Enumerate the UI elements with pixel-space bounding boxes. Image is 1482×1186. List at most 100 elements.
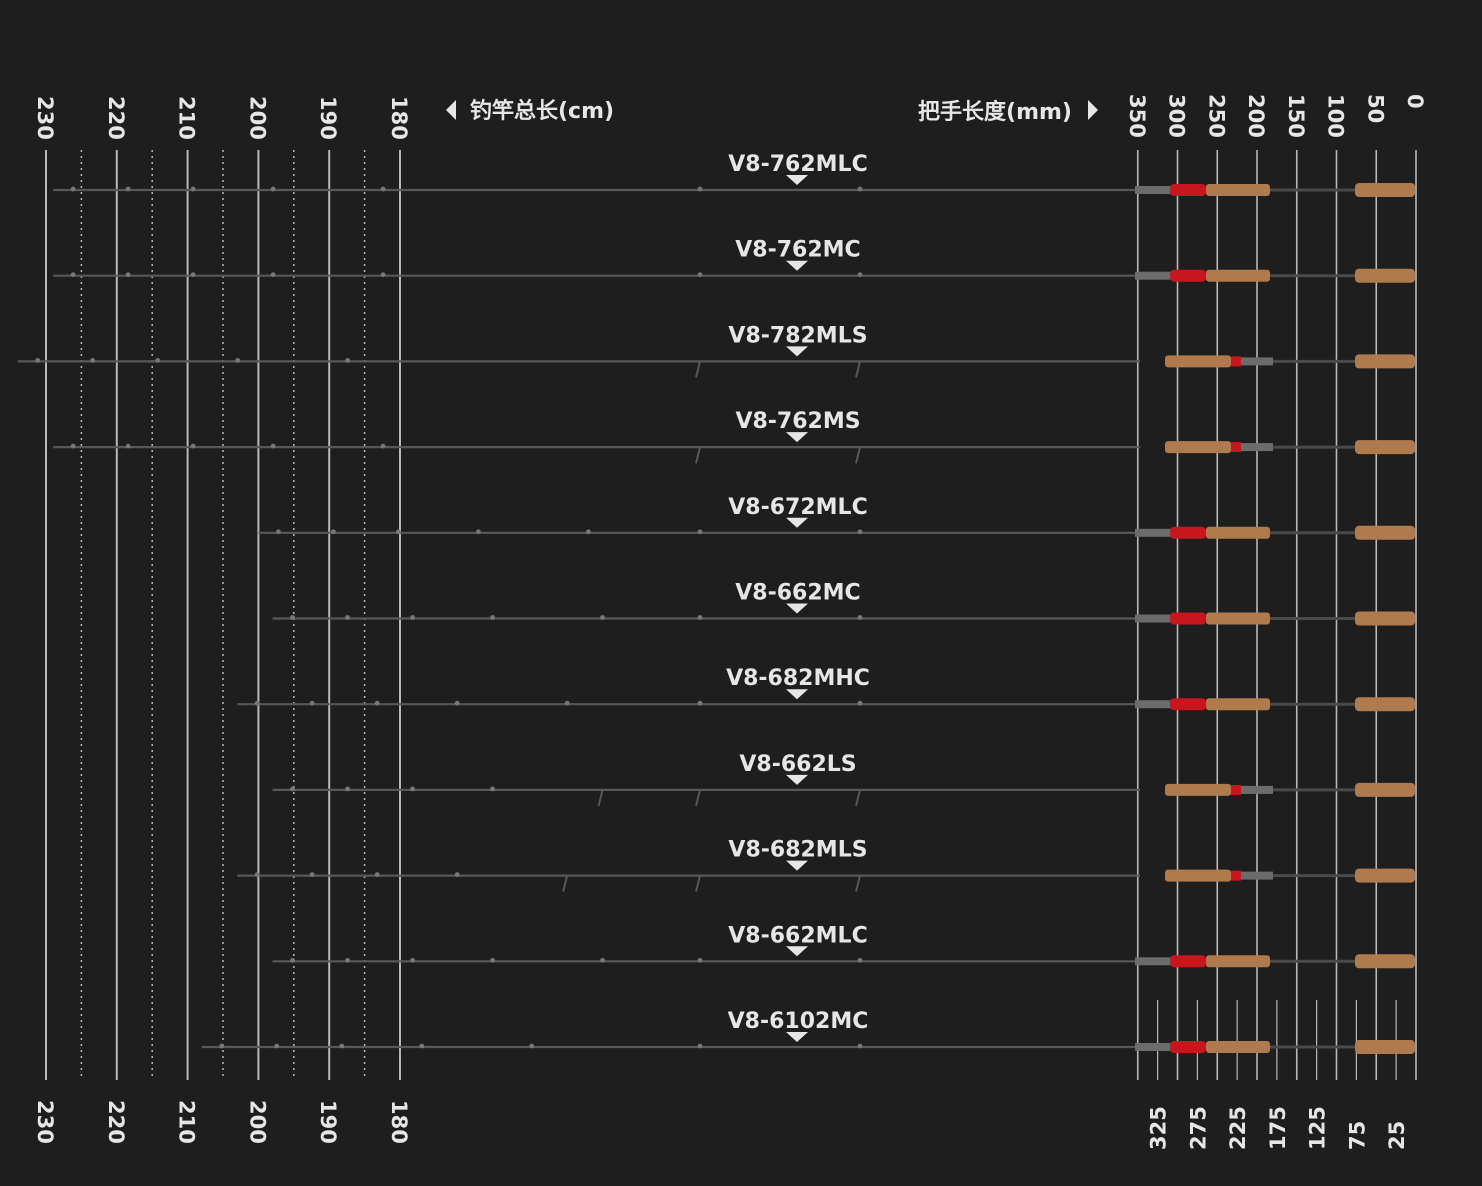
- rod-row: V8-662MLC: [272, 923, 1415, 969]
- rod-row: V8-6102MC: [201, 1009, 1415, 1054]
- fore-grip: [1165, 869, 1231, 882]
- total-length-tick-top: 200: [245, 96, 269, 140]
- total-length-tick-top: 190: [316, 96, 340, 140]
- total-length-title: 钓竿总长(cm): [470, 98, 614, 124]
- total-length-tick-top: 210: [175, 96, 199, 140]
- rod-guide: [490, 786, 495, 792]
- rear-grip: [1355, 440, 1415, 455]
- handle-length-tick-top: 50: [1363, 94, 1387, 123]
- model-marker-icon: [786, 774, 808, 785]
- rod-guide: [857, 529, 863, 535]
- rod-guide: [857, 272, 863, 278]
- fore-grip: [1206, 698, 1270, 711]
- rod-row: V8-672MLC: [258, 495, 1415, 540]
- rod-guide: [309, 872, 315, 877]
- rod-guide: [697, 272, 703, 278]
- total-length-tick-bottom: 210: [175, 1100, 199, 1144]
- total-length-tick-bottom: 220: [104, 1100, 128, 1144]
- rod-guide: [597, 789, 604, 807]
- rod-guide: [235, 358, 241, 363]
- fore-grip: [1206, 526, 1270, 539]
- rod-guide: [345, 957, 350, 963]
- handle-length-tick-top: 300: [1165, 94, 1189, 138]
- rod-model-label: V8-672MLC: [728, 495, 867, 520]
- rod-row: V8-762MC: [53, 238, 1415, 283]
- total-length-tick-bottom: 230: [33, 1100, 57, 1144]
- rod-guide: [190, 186, 196, 192]
- reel-seat: [1170, 184, 1206, 196]
- labels-layer: 钓竿总长(cm) 把手长度(mm) 230 230 220 220 210 210 200 2…: [33, 94, 1427, 1150]
- fore-grip: [1165, 355, 1231, 368]
- handle-length-tick-bottom: 325: [1147, 1106, 1171, 1150]
- handle-length-tick-top: 0: [1403, 94, 1427, 109]
- rear-grip: [1355, 1040, 1415, 1054]
- rods-layer: V8-762MLC V8-762MC V8-782MLS V8-762MS V8-672…: [17, 152, 1415, 1054]
- rear-grip: [1355, 697, 1415, 712]
- rear-grip: [1355, 954, 1415, 969]
- rod-guide: [410, 786, 415, 792]
- rod-guide: [586, 529, 591, 535]
- reel-seat: [1170, 1041, 1206, 1053]
- fore-grip: [1206, 1041, 1270, 1053]
- rod-guide: [380, 443, 386, 449]
- fore-grip: [1165, 783, 1231, 796]
- rear-grip: [1355, 183, 1415, 197]
- rod-row: V8-782MLS: [17, 323, 1415, 378]
- rod-guide: [274, 1043, 280, 1049]
- rod-guide: [697, 186, 703, 192]
- rod-guide: [270, 443, 276, 449]
- handle-length-title: 把手长度(mm): [918, 99, 1072, 125]
- reel-seat: [1170, 269, 1206, 282]
- fore-grip: [1206, 269, 1270, 282]
- rod-guide: [695, 446, 701, 464]
- rod-guide: [345, 615, 350, 620]
- rod-guide: [380, 272, 386, 278]
- model-marker-icon: [786, 1032, 808, 1042]
- reel-seat-metal: [1241, 443, 1273, 452]
- rod-guide: [564, 700, 570, 706]
- rod-guide: [855, 789, 861, 807]
- rod-guide: [695, 361, 701, 378]
- reel-seat: [1231, 442, 1241, 453]
- rod-guide: [309, 700, 315, 706]
- rod-guide: [857, 957, 863, 963]
- rod-guide: [562, 875, 569, 892]
- rear-grip: [1355, 268, 1415, 283]
- handle-length-tick-top: 100: [1324, 94, 1348, 138]
- rod-guide: [857, 615, 863, 620]
- rear-grip: [1355, 525, 1415, 540]
- total-length-tick-bottom: 190: [316, 1100, 340, 1144]
- model-marker-icon: [786, 346, 808, 357]
- rod-model-label: V8-682MLS: [728, 838, 867, 863]
- rod-guide: [454, 700, 460, 706]
- rod-guide: [857, 1043, 863, 1049]
- rod-guide: [155, 358, 161, 363]
- reel-seat: [1170, 955, 1206, 968]
- rear-grip: [1355, 611, 1415, 626]
- rod-guide: [254, 872, 260, 877]
- reel-seat-metal: [1241, 785, 1273, 794]
- model-marker-icon: [786, 517, 808, 528]
- model-marker-icon: [786, 175, 808, 185]
- handle-length-tick-top: 250: [1204, 94, 1228, 138]
- fore-grip: [1206, 184, 1270, 196]
- rod-guide: [125, 186, 131, 192]
- rod-model-label: V8-762MLC: [728, 152, 867, 177]
- reel-seat-metal: [1135, 271, 1175, 280]
- rod-guide: [339, 1043, 345, 1049]
- rod-guide: [125, 272, 131, 278]
- total-length-tick-top: 230: [33, 96, 57, 140]
- reel-seat: [1170, 526, 1206, 539]
- rod-guide: [70, 443, 76, 449]
- rod-model-label: V8-762MC: [735, 238, 860, 263]
- reel-seat: [1170, 698, 1206, 711]
- rod-guide: [697, 529, 703, 535]
- model-marker-icon: [786, 432, 808, 443]
- reel-seat: [1170, 612, 1206, 625]
- rod-model-label: V8-662MC: [735, 581, 860, 606]
- rod-guide: [697, 957, 703, 963]
- total-length-tick-top: 220: [104, 96, 128, 140]
- rod-model-label: V8-782MLS: [728, 323, 867, 348]
- reel-seat-metal: [1135, 186, 1175, 194]
